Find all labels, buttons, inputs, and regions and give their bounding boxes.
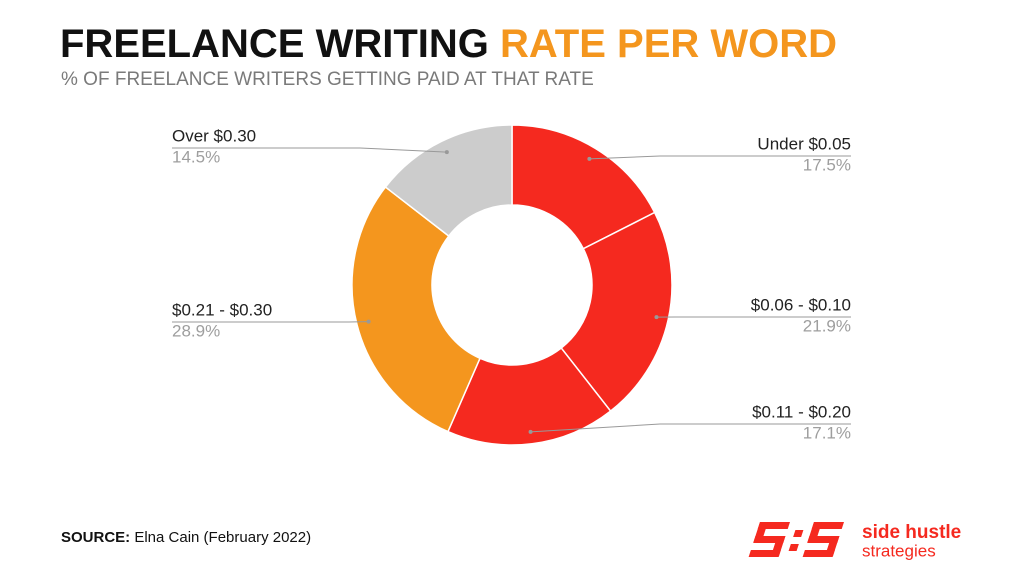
slice-label: $0.21 - $0.30 [172, 300, 272, 319]
leader-dot [444, 150, 449, 155]
donut-slice [384, 124, 513, 238]
leader-dot [654, 315, 659, 320]
slice-label: $0.06 - $0.10 [751, 295, 851, 314]
title-main: FREELANCE WRITING [60, 22, 489, 66]
leader-dot [366, 319, 371, 324]
subtitle: % OF FREELANCE WRITERS GETTING PAID AT T… [61, 69, 594, 90]
slice-value: 28.9% [172, 321, 220, 340]
slice-label: Under $0.05 [757, 134, 851, 153]
source-text: Elna Cain (February 2022) [134, 529, 311, 546]
slice-label: Over $0.30 [172, 126, 256, 145]
donut-slice [351, 185, 481, 433]
source-label: SOURCE: [61, 529, 130, 546]
slice-value: 14.5% [172, 147, 220, 166]
donut-slice [560, 211, 673, 413]
slice-value: 17.1% [803, 423, 851, 442]
chart-title: FREELANCE WRITING RATE PER WORD [60, 22, 837, 66]
logo-name: side hustle [862, 522, 961, 543]
title-highlight: RATE PER WORD [500, 22, 837, 66]
donut-slice [446, 346, 612, 446]
logo-tagline: strategies [862, 541, 936, 560]
slice-label: $0.11 - $0.20 [752, 402, 851, 421]
slice-value: 17.5% [803, 155, 851, 174]
leader-line [589, 155, 851, 160]
donut-slice [511, 124, 656, 250]
source: SOURCE: Elna Cain (February 2022) [61, 529, 311, 546]
leader-line [530, 423, 851, 433]
leader-dot [528, 429, 533, 434]
leader-line [172, 147, 447, 153]
logo-mark [748, 522, 844, 557]
slice-value: 21.9% [803, 316, 851, 335]
leader-dot [587, 156, 592, 161]
